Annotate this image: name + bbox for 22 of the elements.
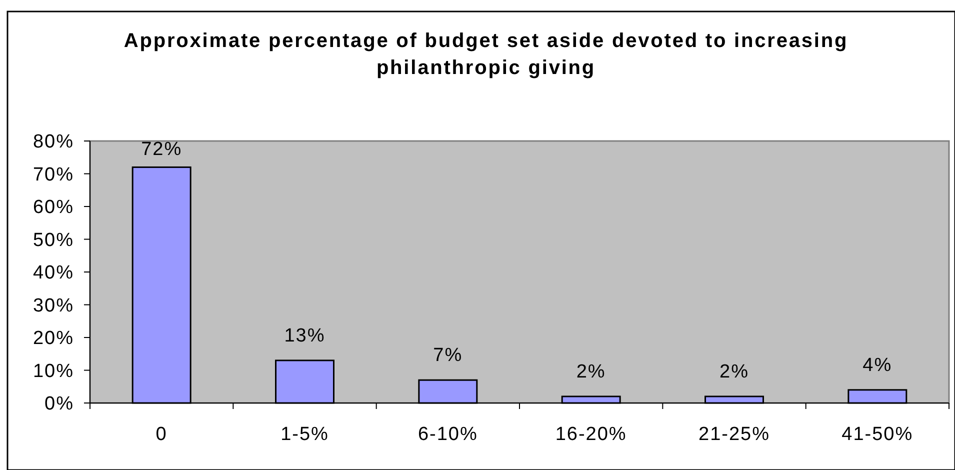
y-tick-label: 20% xyxy=(32,328,74,350)
x-tick-label: 1-5% xyxy=(280,424,329,445)
y-tick-label: 50% xyxy=(32,230,74,251)
y-tick-label: 70% xyxy=(32,164,74,186)
data-label: 2% xyxy=(576,361,606,382)
y-tick-label: 80% xyxy=(32,132,74,153)
x-tick-label: 41-50% xyxy=(842,424,914,445)
data-label: 7% xyxy=(433,345,463,366)
y-tick-label: 40% xyxy=(32,262,74,284)
data-label: 72% xyxy=(141,139,182,160)
data-label: 13% xyxy=(284,325,326,346)
y-tick-label: 30% xyxy=(32,295,74,316)
data-label: 4% xyxy=(862,354,892,376)
x-tick-label: 6-10% xyxy=(418,424,478,445)
y-tick-label: 10% xyxy=(32,360,74,382)
y-tick-label: 0% xyxy=(44,394,74,415)
x-tick-label: 21-25% xyxy=(698,424,770,445)
chart-title: Approximate percentage of budget set aside devoted to increasing philanthropic giving xyxy=(124,30,848,79)
x-tick-label: 0 xyxy=(156,424,168,445)
x-tick-label: 16-20% xyxy=(555,424,627,445)
data-label: 2% xyxy=(720,361,749,382)
y-tick-label: 60% xyxy=(32,197,74,218)
